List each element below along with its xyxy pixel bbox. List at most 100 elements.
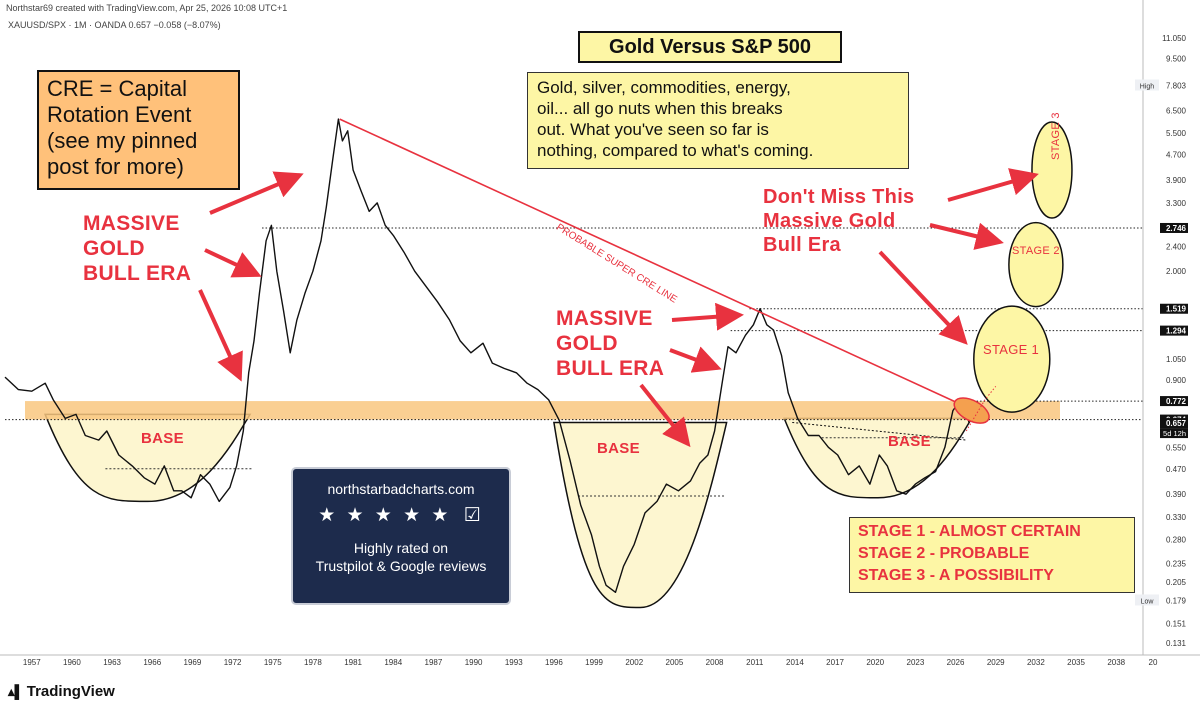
- red-arrow: [929, 222, 1004, 250]
- base-bowl: [553, 421, 728, 609]
- note-line: Gold, silver, commodities, energy,: [537, 78, 791, 97]
- x-tick-label: 1957: [23, 658, 41, 667]
- red-arrow: [198, 289, 243, 382]
- price-label-box: [1160, 303, 1188, 314]
- extreme-tag-box: [1135, 79, 1159, 91]
- price-label-box: [1160, 325, 1188, 336]
- projection-dots: [965, 386, 997, 432]
- badge-subtitle: Highly rated on Trustpilot & Google revi…: [293, 539, 509, 575]
- massive-gold-bull-era-1: MASSIVE GOLD BULL ERA: [83, 211, 191, 286]
- tradingview-logo-text: TradingView: [26, 683, 115, 700]
- note-line: nothing, compared to what's coming.: [537, 141, 814, 160]
- x-tick-label: 2023: [907, 658, 925, 667]
- x-tick-label: 1960: [63, 658, 81, 667]
- x-tick-label: 2008: [706, 658, 724, 667]
- y-tick-label: 3.300: [1166, 199, 1187, 208]
- y-tick-label: 2.400: [1166, 242, 1187, 251]
- base-label-2: BASE: [597, 440, 640, 457]
- stage-legend-line: STAGE 2 - PROBABLE: [858, 545, 1030, 562]
- x-tick-label: 2032: [1027, 658, 1045, 667]
- stage-legend-line: STAGE 3 - A POSSIBILITY: [858, 567, 1054, 584]
- countdown-box: [1160, 428, 1188, 439]
- price-label-box: [1160, 418, 1188, 429]
- badge-line-2: Trustpilot & Google reviews: [315, 558, 487, 574]
- y-tick-label: 0.900: [1166, 376, 1187, 385]
- red-arrow: [878, 250, 968, 345]
- x-tick-label: 1981: [344, 658, 362, 667]
- y-tick-label: 0.205: [1166, 578, 1187, 587]
- x-tick-label: 2035: [1067, 658, 1085, 667]
- stage-2-label: STAGE 2: [1012, 245, 1060, 257]
- created-by-text: Northstar69 created with TradingView.com…: [6, 3, 288, 13]
- dont-miss-line: Don't Miss This: [763, 186, 915, 208]
- rotation-zone: [25, 401, 1060, 420]
- note-line: out. What you've seen so far is: [537, 120, 769, 139]
- base-label-3: BASE: [888, 433, 931, 450]
- y-tick-label: 11.050: [1162, 34, 1186, 43]
- y-tick-label: 0.280: [1166, 535, 1187, 544]
- stages-legend-box: STAGE 1 - ALMOST CERTAIN STAGE 2 - PROBA…: [849, 517, 1135, 593]
- x-tick-label: 2026: [947, 658, 965, 667]
- chart-header: Northstar69 created with TradingView.com…: [0, 0, 1200, 16]
- x-tick-label: 1984: [384, 658, 402, 667]
- base-bowl: [44, 413, 252, 503]
- boxed-price-label: 1.519: [1166, 305, 1187, 314]
- x-tick-label: 2014: [786, 658, 804, 667]
- boxed-price-label: 2.746: [1166, 224, 1187, 233]
- massive-label-line: MASSIVE: [556, 307, 653, 330]
- x-tick-label: 2017: [826, 658, 844, 667]
- y-tick-label: 7.803: [1166, 82, 1187, 91]
- stage-1-label: STAGE 1: [983, 342, 1040, 357]
- cre-line: CRE = Capital: [47, 76, 188, 101]
- extreme-tag-label: High: [1140, 84, 1155, 91]
- red-arrow: [669, 346, 722, 373]
- extreme-tag-box: [1135, 594, 1159, 606]
- chart-title: Gold Versus S&P 500: [578, 31, 842, 63]
- symbol-line: XAUUSD/SPX · 1M · OANDA 0.657 −0.058 (−8…: [8, 20, 221, 30]
- stage-3-label: STAGE 3: [1050, 112, 1062, 160]
- massive-label-line: GOLD: [83, 237, 145, 260]
- x-tick-label: 1999: [585, 658, 603, 667]
- x-tick-label: 1975: [264, 658, 282, 667]
- stage-1-oval: [973, 305, 1051, 413]
- y-tick-label: 0.151: [1166, 620, 1187, 629]
- y-tick-label: 0.131: [1166, 639, 1187, 648]
- review-badge[interactable]: northstarbadcharts.com ★ ★ ★ ★ ★ ☑ Highl…: [291, 467, 511, 605]
- x-tick-label: 2002: [625, 658, 643, 667]
- boxed-price-label: 1.294: [1166, 327, 1187, 336]
- stage-legend-line: STAGE 1 - ALMOST CERTAIN: [858, 523, 1081, 540]
- massive-label-line: GOLD: [556, 332, 618, 355]
- boxed-price-label: 0.657: [1166, 419, 1187, 428]
- red-arrow: [947, 168, 1039, 202]
- x-tick-label: 1996: [545, 658, 563, 667]
- x-tick-label: 1987: [425, 658, 443, 667]
- boxed-price-label: 0.772: [1166, 397, 1187, 406]
- x-tick-label: 1963: [103, 658, 121, 667]
- tradingview-logo-icon: ▴▌: [8, 684, 24, 699]
- y-tick-label: 6.500: [1166, 106, 1187, 115]
- x-tick-label: 2038: [1107, 658, 1125, 667]
- cre-line: (see my pinned: [47, 128, 198, 153]
- y-tick-label: 9.500: [1166, 55, 1187, 64]
- cre-line: post for more): [47, 154, 184, 179]
- cre-definition-box: CRE = Capital Rotation Event (see my pin…: [37, 70, 240, 190]
- y-tick-label: 0.179: [1166, 596, 1187, 605]
- stage-2-oval: [1008, 221, 1064, 308]
- x-tick-label: 2005: [666, 658, 684, 667]
- x-tick-label: 1969: [184, 658, 202, 667]
- tradingview-logo[interactable]: ▴▌ TradingView: [8, 683, 115, 700]
- massive-label-line: MASSIVE: [83, 212, 180, 235]
- dont-miss-text: Don't Miss This Massive Gold Bull Era: [763, 185, 914, 257]
- x-tick-label: 1993: [505, 658, 523, 667]
- y-tick-label: 2.000: [1166, 267, 1187, 276]
- badge-site: northstarbadcharts.com: [327, 481, 475, 497]
- x-tick-label: 20: [1149, 658, 1158, 667]
- note-line: oil... all go nuts when this breaks: [537, 99, 783, 118]
- massive-label-line: BULL ERA: [83, 262, 192, 285]
- price-label-box: [1160, 396, 1188, 407]
- red-arrow: [204, 248, 262, 278]
- star-icons: ★ ★ ★ ★ ★: [318, 505, 452, 526]
- badge-stars: ★ ★ ★ ★ ★ ☑: [293, 504, 509, 527]
- x-tick-label: 1972: [224, 658, 242, 667]
